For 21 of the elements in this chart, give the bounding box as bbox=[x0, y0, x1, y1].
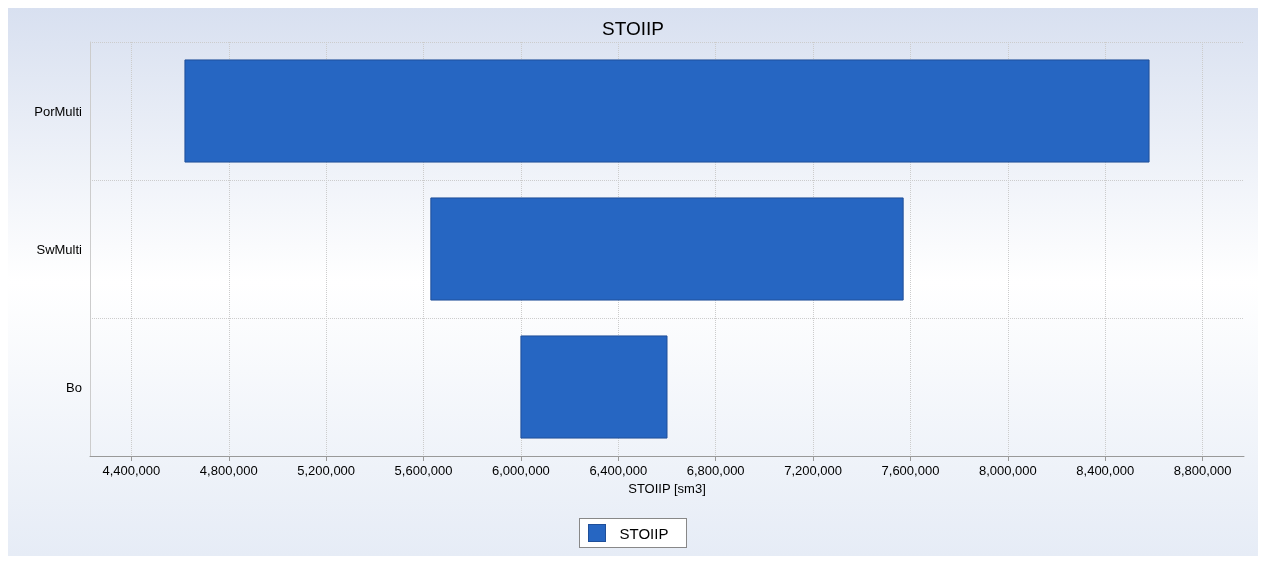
x-axis-title: STOIIP [sm3] bbox=[628, 481, 706, 496]
chart-title: STOIIP bbox=[602, 18, 664, 39]
legend-label: STOIIP bbox=[619, 524, 669, 542]
x-tick-label: 8,400,000 bbox=[1076, 463, 1135, 478]
bar bbox=[184, 59, 1150, 163]
bar bbox=[430, 197, 904, 301]
x-tick-label: 6,400,000 bbox=[589, 463, 648, 478]
x-tick-label: 7,200,000 bbox=[784, 463, 842, 478]
y-tick-label: SwMulti bbox=[36, 241, 83, 257]
x-tick-label: 8,000,000 bbox=[978, 463, 1037, 478]
x-tick-label: 5,600,000 bbox=[394, 463, 453, 478]
x-tick-label: 4,400,000 bbox=[102, 463, 161, 478]
y-tick-label: Bo bbox=[66, 379, 82, 395]
x-tick-label: 8,800,000 bbox=[1173, 463, 1232, 478]
x-tick-label: 6,000,000 bbox=[492, 463, 550, 478]
x-tick-label: 7,600,000 bbox=[881, 463, 940, 478]
y-tick-label: PorMulti bbox=[34, 103, 83, 119]
x-tick-label: 5,200,000 bbox=[297, 463, 356, 478]
x-tick-label: 4,800,000 bbox=[199, 463, 258, 478]
x-tick-label: 6,800,000 bbox=[686, 463, 745, 478]
bar bbox=[520, 335, 668, 439]
